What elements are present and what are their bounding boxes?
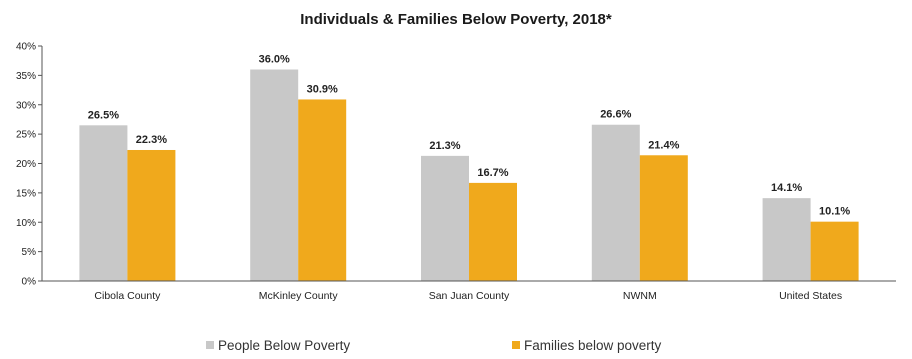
- y-axis: 0% 5% 10% 15% 20% 25% 30% 35% 40%: [16, 42, 43, 288]
- y-tick-label: 30%: [16, 100, 36, 111]
- data-label: 26.6%: [600, 109, 631, 121]
- y-tick-label: 25%: [16, 130, 36, 141]
- data-label: 21.3%: [429, 140, 460, 152]
- y-tick-label: 20%: [16, 159, 36, 170]
- bar-people-4: [762, 198, 811, 281]
- legend-swatch: [206, 341, 214, 349]
- category-label: NWNM: [623, 290, 657, 302]
- data-label: 21.4%: [648, 139, 679, 151]
- y-tick-label: 0%: [22, 277, 37, 288]
- y-tick-label: 15%: [16, 188, 36, 199]
- bars-group: 26.5% 22.3% 36.0% 30.9% 21.3% 16.7% 26.6% 21.4%…: [79, 54, 859, 282]
- data-label: 22.3%: [136, 134, 167, 146]
- bar-people-2: [421, 155, 469, 281]
- chart-title: Individuals & Families Below Poverty, 20…: [300, 11, 612, 28]
- bar-people-1: [250, 69, 299, 281]
- bar-families-0: [127, 149, 176, 281]
- category-label: United States: [779, 290, 842, 302]
- bar-families-3: [639, 155, 688, 281]
- bar-people-0: [79, 125, 128, 281]
- category-label: San Juan County: [429, 290, 510, 302]
- y-tick-label: 35%: [16, 71, 36, 82]
- data-label: 26.5%: [88, 109, 119, 121]
- bar-families-4: [810, 221, 859, 281]
- category-label: Cibola County: [94, 290, 161, 302]
- bar-families-2: [469, 182, 517, 281]
- category-label: McKinley County: [259, 290, 339, 302]
- y-tick-label: 10%: [16, 218, 36, 229]
- legend-label: Families below poverty: [524, 338, 662, 353]
- data-label: 10.1%: [819, 206, 850, 218]
- data-label: 16.7%: [477, 167, 508, 179]
- legend-label: People Below Poverty: [218, 338, 350, 353]
- data-label: 36.0%: [259, 54, 290, 66]
- bar-people-3: [591, 124, 640, 281]
- x-axis: Cibola County McKinley County San Juan Cou…: [42, 280, 896, 302]
- y-tick-label: 40%: [16, 42, 36, 53]
- legend: People Below Poverty Families below pover…: [206, 338, 662, 353]
- legend-swatch: [512, 341, 520, 349]
- y-tick-label: 5%: [22, 247, 37, 258]
- bar-families-1: [298, 99, 347, 282]
- data-label: 30.9%: [307, 83, 338, 95]
- data-label: 14.1%: [771, 182, 802, 194]
